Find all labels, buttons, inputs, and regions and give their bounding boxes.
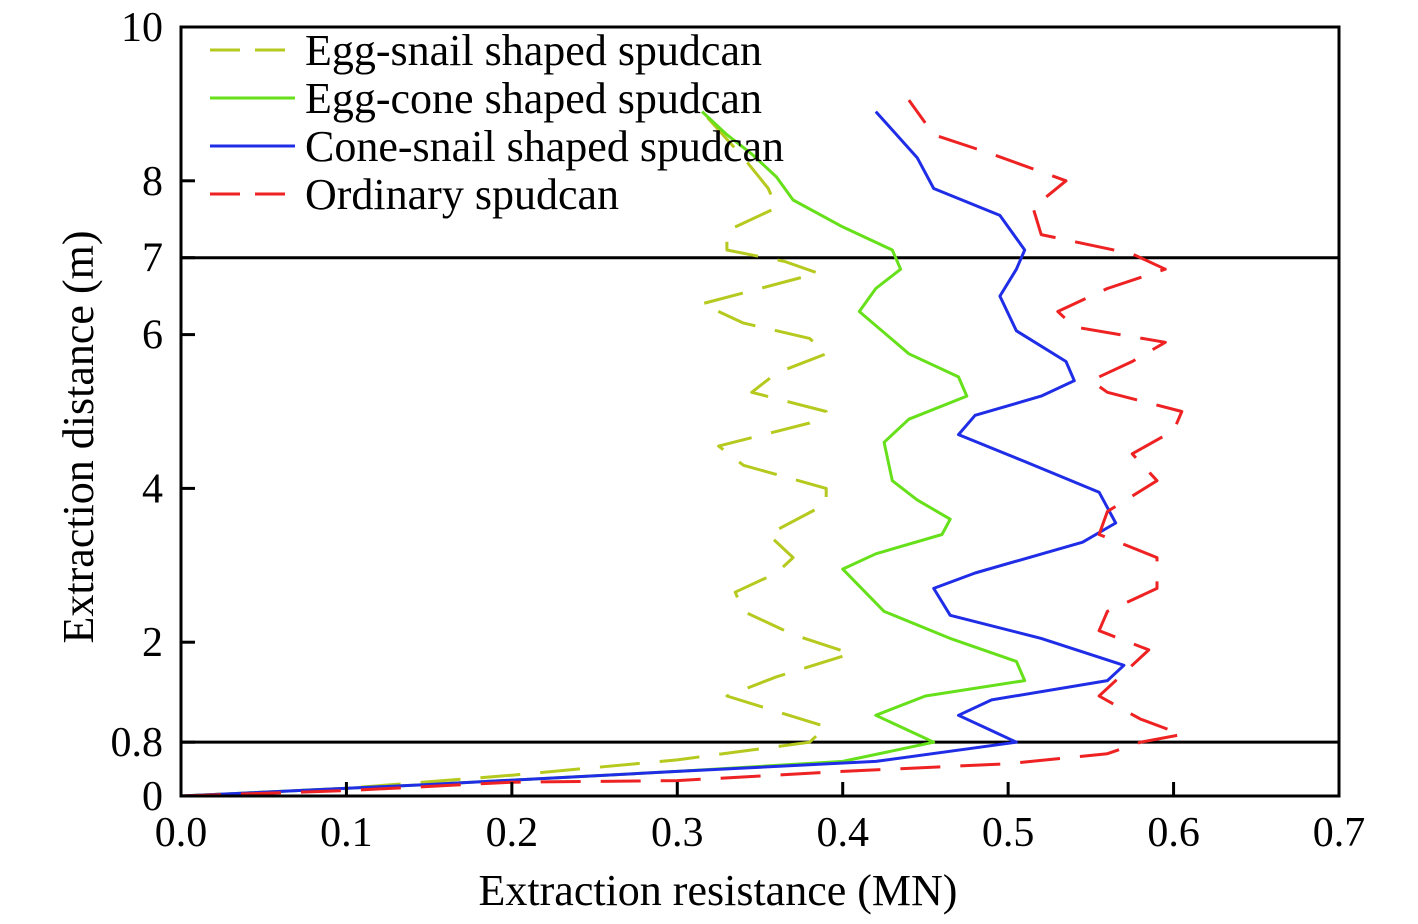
y-axis-title: Extraction distance (m) — [54, 231, 103, 644]
legend-label-0: Egg-snail shaped spudcan — [305, 26, 762, 75]
y-tick-label: 10 — [121, 5, 163, 51]
x-tick-label: 0.0 — [155, 810, 208, 856]
plot-frame — [179, 25, 1341, 798]
x-tick-label: 0.2 — [486, 810, 539, 856]
y-tick-label: 8 — [142, 159, 163, 205]
x-tick-label: 0.1 — [320, 810, 373, 856]
axes-layer: 0.0 0.1 0.2 0.3 0.4 0.5 0.6 0.7 0 0.8 2 4 6 7 8 10 — [111, 5, 1366, 856]
x-axis-title: Extraction resistance (MN) — [479, 866, 958, 915]
series-line-1 — [180, 110, 1027, 798]
x-tick-label: 0.7 — [1313, 810, 1366, 856]
series-line-3 — [180, 99, 1184, 798]
x-tick-label: 0.5 — [982, 810, 1035, 856]
y-tick-label: 6 — [142, 313, 163, 359]
reference-lines — [181, 256, 1339, 744]
series-line-0 — [180, 110, 853, 798]
y-tick-label: 2 — [142, 620, 163, 666]
y-tick-label: 0.8 — [111, 720, 164, 766]
y-tick-label: 0 — [142, 774, 163, 820]
legend-label-2: Cone-snail shaped spudcan — [305, 122, 784, 171]
y-tick-label: 4 — [142, 466, 163, 512]
legend-label-3: Ordinary spudcan — [305, 170, 619, 219]
x-tick-label: 0.3 — [651, 810, 704, 856]
x-tick-label: 0.6 — [1147, 810, 1200, 856]
y-tick-label: 7 — [142, 236, 163, 282]
series-line-2 — [180, 110, 1126, 798]
series-layer — [180, 99, 1184, 798]
legend-label-1: Egg-cone shaped spudcan — [305, 74, 762, 123]
x-tick-label: 0.4 — [816, 810, 869, 856]
